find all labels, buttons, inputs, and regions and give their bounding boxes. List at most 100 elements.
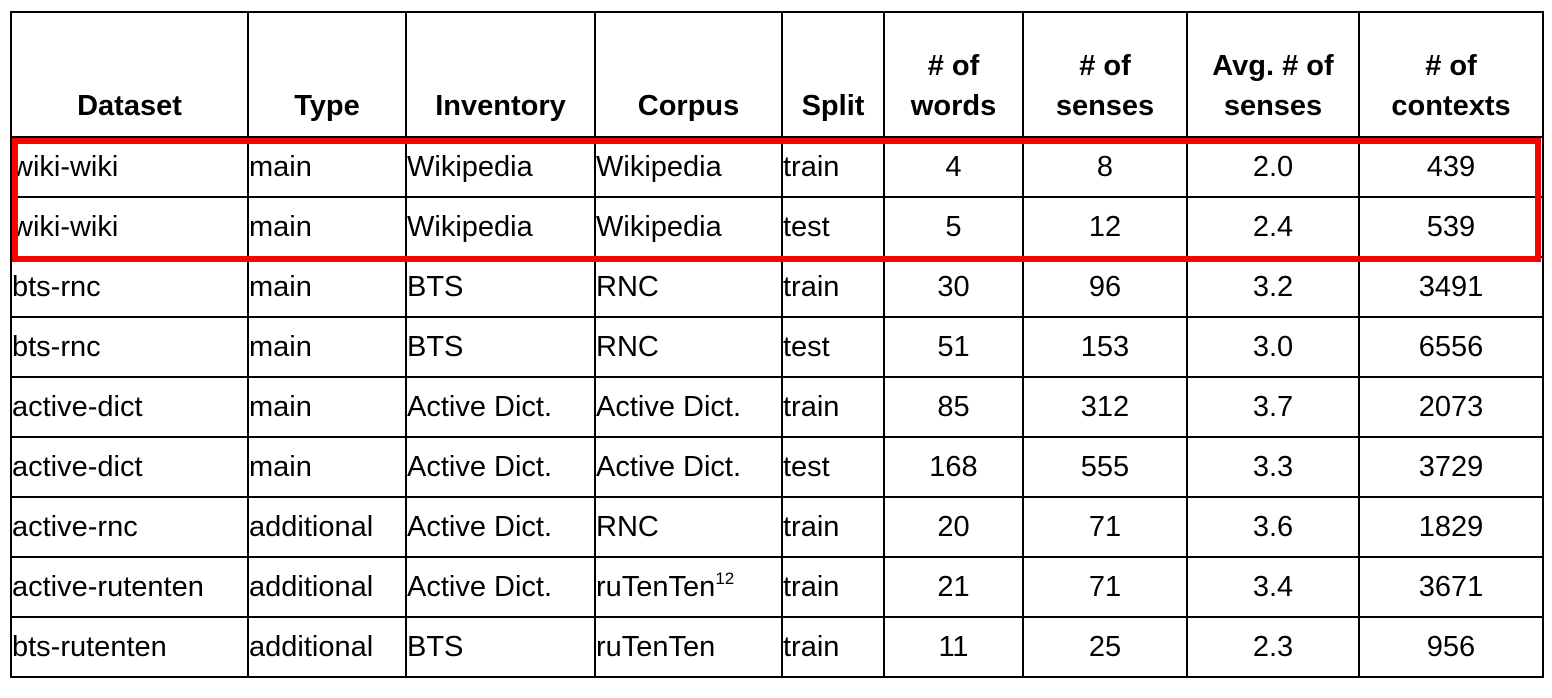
dataset-cell: bts-rutenten [10, 616, 249, 678]
corpus-cell: Active Dict. [594, 436, 783, 498]
corpus-cell: RNC [594, 316, 783, 378]
senses-count-cell: 12 [1022, 196, 1188, 258]
words-count-cell: 30 [883, 256, 1024, 318]
avg-senses-cell: 3.2 [1186, 256, 1360, 318]
footnote-marker: 12 [715, 569, 735, 588]
type-cell-text: main [249, 151, 312, 183]
senses-count-cell: 153 [1022, 316, 1188, 378]
table-row: bts-rutenten additional BTS ruTenTen train 11… [10, 616, 1544, 678]
type-cell-text: additional [249, 511, 374, 543]
inventory-cell-text: BTS [407, 271, 464, 303]
dataset-cell-text: active-rutenten [12, 571, 204, 603]
senses-count-cell-text: 25 [1088, 631, 1122, 663]
split-cell-text: train [783, 631, 840, 663]
dataset-cell-text: active-dict [12, 391, 143, 423]
dataset-cell-text: active-rnc [12, 511, 138, 543]
words-count-cell-text: 20 [937, 511, 970, 543]
cropped-caption-line [0, 0, 1552, 10]
dataset-cell: bts-rnc [10, 256, 249, 318]
avg-senses-cell: 3.0 [1186, 316, 1360, 378]
contexts-count-cell: 3729 [1358, 436, 1544, 498]
contexts-count-cell: 1829 [1358, 496, 1544, 558]
type-cell-text: main [249, 451, 312, 483]
table-body: wiki-wiki main Wikipedia Wikipedia train 4 8 2.… [10, 136, 1544, 678]
dataset-cell-text: bts-rnc [12, 331, 101, 363]
split-cell-text: test [783, 211, 830, 243]
dataset-cell: active-rnc [10, 496, 249, 558]
dataset-cell-text: active-dict [12, 451, 143, 483]
column-header-line1: # of [927, 50, 980, 82]
split-cell: train [781, 616, 885, 678]
split-cell: train [781, 496, 885, 558]
table-row: active-dict main Active Dict. Active Dict. t… [10, 376, 1544, 438]
corpus-cell-text: ruTenTen [596, 571, 716, 603]
senses-count-cell: 312 [1022, 376, 1188, 438]
inventory-cell-text: Active Dict. [407, 451, 553, 483]
type-cell-text: additional [249, 631, 374, 663]
words-count-cell: 85 [883, 376, 1024, 438]
dataset-cell-text: wiki-wiki [12, 211, 119, 243]
table-row: wiki-wiki main Wikipedia Wikipedia test 5 12 2.… [10, 196, 1544, 258]
corpus-cell: ruTenTen12 [594, 556, 783, 618]
contexts-count-cell: 539 [1358, 196, 1544, 258]
column-header: Type [247, 11, 407, 138]
column-header: # of contexts [1358, 11, 1544, 138]
contexts-count-cell: 2073 [1358, 376, 1544, 438]
senses-count-cell: 8 [1022, 136, 1188, 198]
senses-count-cell-text: 555 [1080, 451, 1130, 483]
dataset-cell: wiki-wiki [10, 196, 249, 258]
senses-count-cell-text: 96 [1088, 271, 1122, 303]
words-count-cell-text: 11 [938, 631, 969, 663]
inventory-cell-text: BTS [407, 631, 464, 663]
words-count-cell-text: 5 [945, 211, 962, 243]
type-cell: additional [247, 496, 407, 558]
contexts-count-cell-text: 3671 [1418, 571, 1484, 603]
split-cell-text: train [783, 571, 840, 603]
type-cell: main [247, 136, 407, 198]
corpus-cell-text: Wikipedia [596, 151, 722, 183]
contexts-count-cell: 6556 [1358, 316, 1544, 378]
words-count-cell-text: 168 [929, 451, 978, 483]
inventory-cell-text: Active Dict. [407, 571, 553, 603]
type-cell-text: main [249, 331, 312, 363]
avg-senses-cell: 3.7 [1186, 376, 1360, 438]
senses-count-cell: 25 [1022, 616, 1188, 678]
avg-senses-cell-text: 3.7 [1252, 391, 1294, 423]
corpus-cell-text: RNC [596, 271, 659, 303]
type-cell: additional [247, 616, 407, 678]
words-count-cell: 21 [883, 556, 1024, 618]
inventory-cell: Wikipedia [405, 196, 596, 258]
column-header-line1: # of [1425, 50, 1477, 82]
inventory-cell: BTS [405, 316, 596, 378]
avg-senses-cell-text: 2.4 [1252, 211, 1294, 243]
words-count-cell-text: 21 [937, 571, 970, 603]
avg-senses-cell: 2.0 [1186, 136, 1360, 198]
corpus-cell: RNC [594, 496, 783, 558]
column-header-line2: Split [801, 90, 865, 122]
contexts-count-cell-text: 6556 [1418, 331, 1484, 363]
inventory-cell-text: BTS [407, 331, 464, 363]
table-row: wiki-wiki main Wikipedia Wikipedia train 4 8 2.… [10, 136, 1544, 198]
split-cell: train [781, 376, 885, 438]
corpus-cell: Active Dict. [594, 376, 783, 438]
type-cell-text: main [249, 211, 312, 243]
split-cell: test [781, 316, 885, 378]
type-cell: main [247, 376, 407, 438]
avg-senses-cell: 3.4 [1186, 556, 1360, 618]
column-header-line2: contexts [1391, 90, 1511, 122]
dataset-cell: wiki-wiki [10, 136, 249, 198]
inventory-cell-text: Wikipedia [407, 211, 533, 243]
type-cell-text: main [249, 271, 312, 303]
dataset-cell-text: bts-rnc [12, 271, 101, 303]
senses-count-cell-text: 71 [1088, 571, 1122, 603]
table-row: bts-rnc main BTS RNC test 51 153 3.0 6556 [10, 316, 1544, 378]
split-cell: train [781, 136, 885, 198]
corpus-cell-text: Active Dict. [596, 451, 742, 483]
contexts-count-cell-text: 539 [1426, 211, 1476, 243]
words-count-cell-text: 30 [937, 271, 970, 303]
split-cell-text: test [783, 331, 830, 363]
contexts-count-cell: 956 [1358, 616, 1544, 678]
inventory-cell: Active Dict. [405, 556, 596, 618]
senses-count-cell-text: 71 [1088, 511, 1122, 543]
split-cell-text: train [783, 511, 840, 543]
